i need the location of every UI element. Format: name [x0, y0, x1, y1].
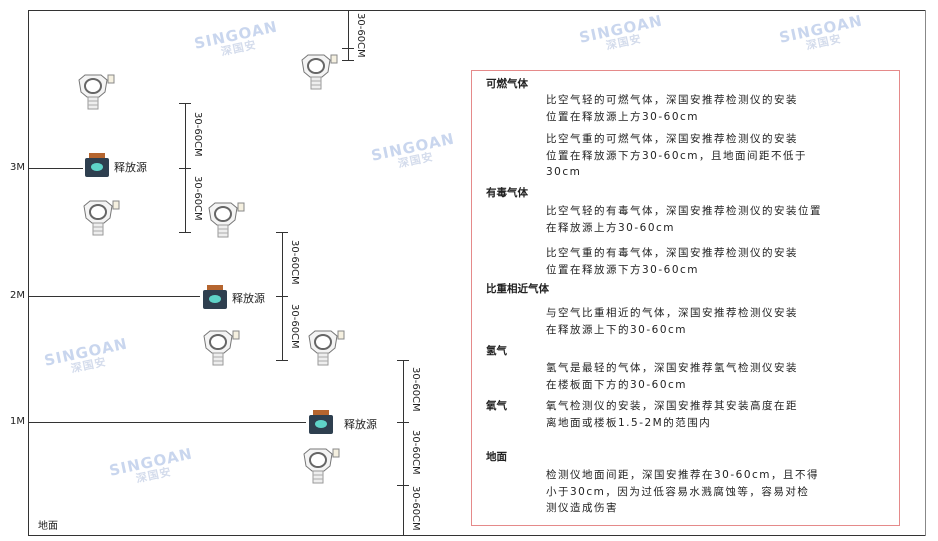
gas-source-icon: [306, 409, 336, 435]
dimension-label: 30-60CM: [410, 429, 421, 475]
dimension-tick: [397, 535, 409, 536]
ground-text: 检测仪地面间距，深国安推荐在30-60cm，且不得 小于30cm，因为过低容易水溅…: [546, 469, 820, 514]
watermark-logo: SINGOAN 深国安: [42, 334, 130, 376]
gas-detector-icon: [205, 200, 245, 240]
dimension-line: [403, 360, 404, 535]
source-label: 释放源: [344, 418, 377, 431]
dimension-tick: [397, 360, 409, 361]
right-line: [925, 10, 926, 536]
watermark-logo: SINGOAN 深国安: [107, 444, 195, 486]
dimension-label: 30-60CM: [355, 13, 366, 58]
dimension-tick: [397, 422, 409, 423]
dimension-label: 30-60CM: [289, 304, 300, 349]
height-1m-label: 1M: [10, 416, 25, 427]
dimension-tick: [179, 168, 191, 169]
gas-detector-icon: [200, 328, 240, 368]
gas-source-icon: [200, 284, 230, 310]
source-label: 释放源: [232, 292, 265, 305]
height-3m-line: [28, 168, 83, 169]
watermark-logo: SINGOAN 深国安: [192, 17, 280, 59]
gas-detector-icon: [300, 446, 340, 486]
watermark-logo: SINGOAN 深国安: [777, 11, 865, 53]
dimension-label: 30-60CM: [289, 240, 300, 285]
flammable-light-text: 比空气轻的可燃气体，深国安推荐检测仪的安装 位置在释放源上方30-60cm: [546, 94, 798, 123]
gas-detector-icon: [75, 72, 115, 112]
dimension-tick: [397, 485, 409, 486]
dimension-tick: [179, 232, 191, 233]
dimension-tick: [276, 232, 288, 233]
height-2m-label: 2M: [10, 290, 25, 301]
oxygen-text: 氧气检测仪的安装，深国安推荐其安装高度在距 离地面或楼板1.5-2M的范围内: [546, 400, 798, 429]
dimension-tick: [276, 296, 288, 297]
hydrogen-text: 氢气是最轻的气体，深国安推荐氢气检测仪安装 在楼板面下方的30-60cm: [546, 362, 798, 391]
dimension-tick: [342, 48, 354, 49]
height-1m-line: [28, 422, 306, 423]
watermark-logo: SINGOAN 深国安: [369, 129, 457, 171]
dimension-tick: [179, 103, 191, 104]
dimension-line: [348, 10, 349, 60]
ground-line: [28, 535, 925, 536]
gas-detector-icon: [80, 198, 120, 238]
gas-detector-icon: [305, 328, 345, 368]
oxygen-title: 氧气: [486, 400, 507, 412]
flammable-title: 可燃气体: [486, 78, 528, 90]
source-label: 释放源: [114, 161, 147, 174]
similar-title: 比重相近气体: [486, 283, 549, 295]
dimension-label: 30-60CM: [192, 176, 203, 221]
height-2m-line: [28, 296, 200, 297]
similar-text: 与空气比重相近的气体，深国安推荐检测仪安装 在释放源上下的30-60cm: [546, 307, 798, 336]
gas-detector-icon: [298, 52, 338, 92]
ground-label: 地面: [38, 521, 58, 532]
dimension-label: 30-60CM: [410, 486, 421, 531]
ground-title: 地面: [486, 451, 507, 463]
dimension-tick: [276, 360, 288, 361]
dimension-line: [185, 103, 186, 232]
hydrogen-title: 氢气: [486, 345, 507, 357]
toxic-light-text: 比空气轻的有毒气体，深国安推荐检测仪的安装位置 在释放源上方30-60cm: [546, 205, 822, 234]
gas-source-icon: [82, 152, 112, 178]
toxic-title: 有毒气体: [486, 187, 528, 199]
dimension-tick: [342, 60, 354, 61]
flammable-heavy-text: 比空气重的可燃气体，深国安推荐检测仪的安装 位置在释放源下方30-60cm，且地面…: [546, 133, 808, 178]
top-line: [28, 10, 925, 11]
dimension-label: 30-60CM: [192, 111, 203, 157]
toxic-heavy-text: 比空气重的有毒气体，深国安推荐检测仪的安装 位置在释放源下方30-60cm: [546, 247, 798, 276]
dimension-label: 30-60CM: [410, 367, 421, 412]
installation-guidelines-panel: 可燃气体 比空气轻的可燃气体，深国安推荐检测仪的安装 位置在释放源上方30-60c…: [471, 70, 900, 526]
watermark-logo: SINGOAN 深国安: [577, 11, 665, 53]
left-wall-line: [28, 10, 29, 536]
height-3m-label: 3M: [10, 162, 25, 173]
